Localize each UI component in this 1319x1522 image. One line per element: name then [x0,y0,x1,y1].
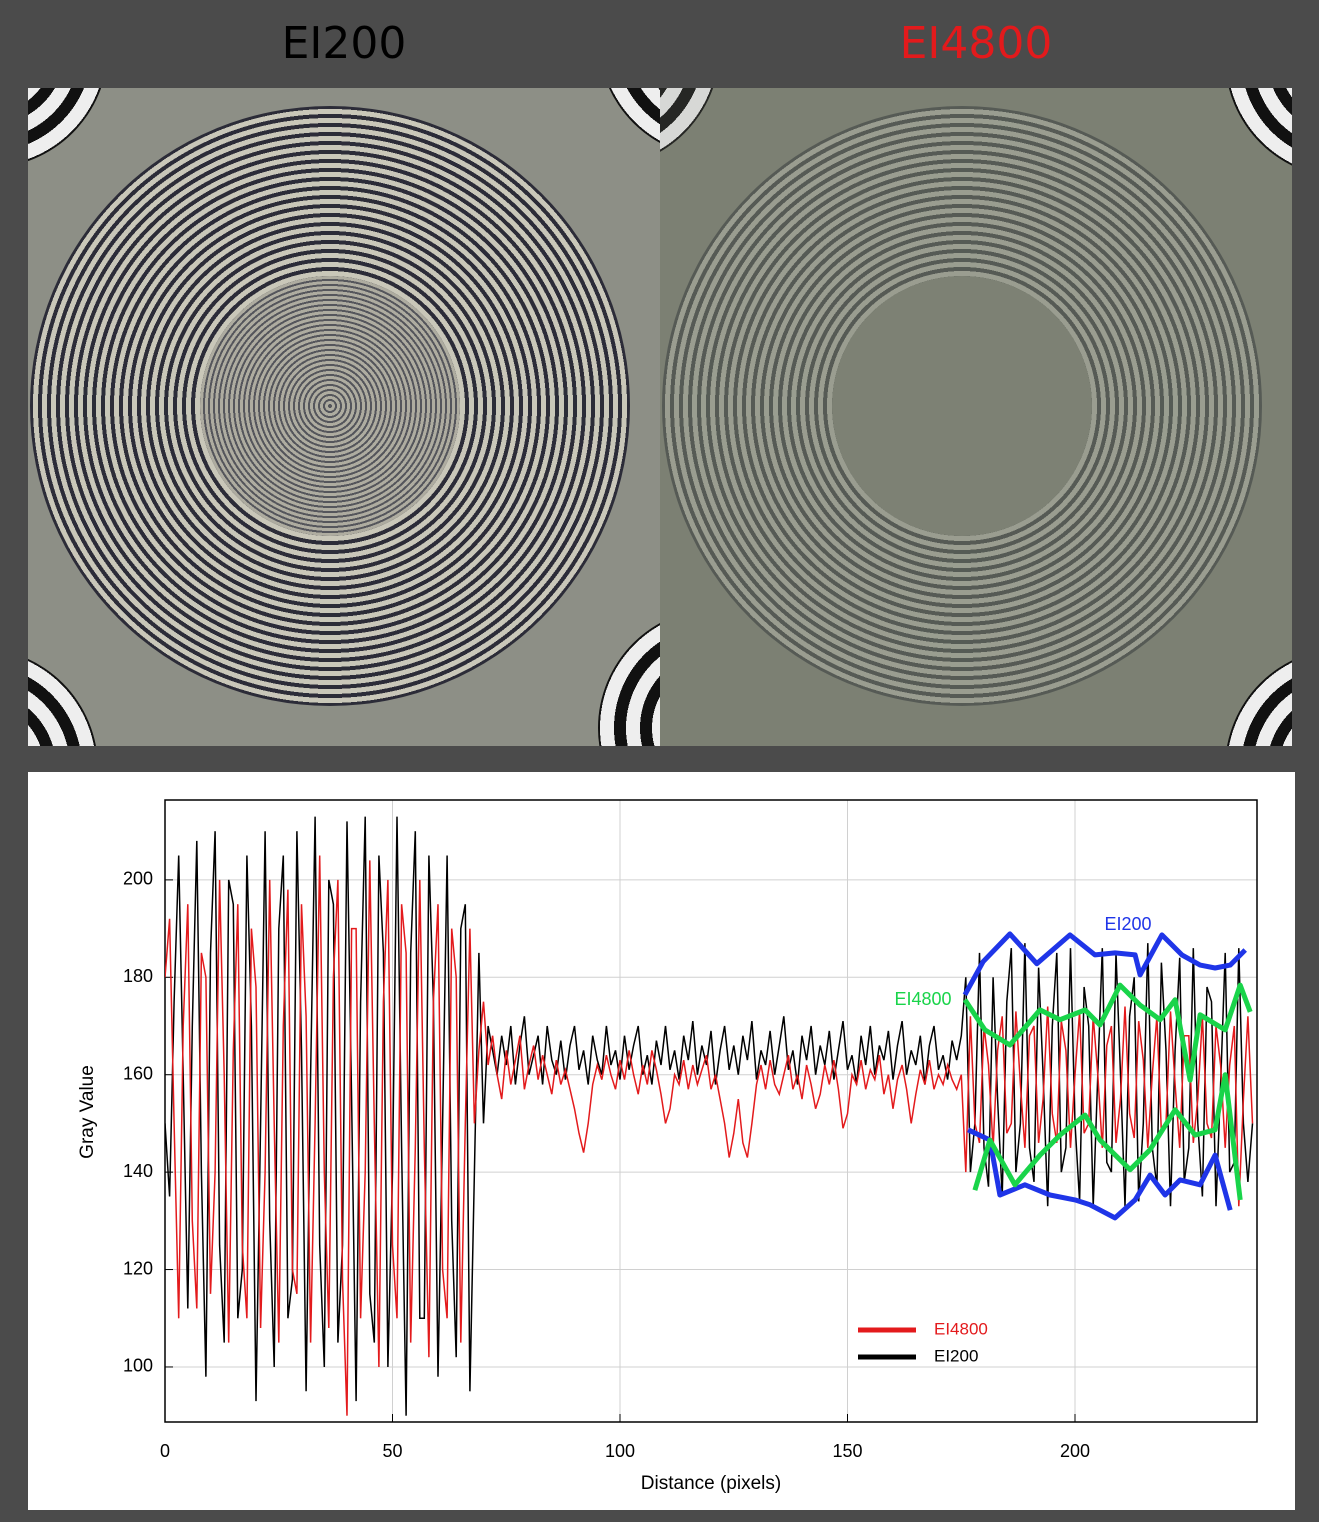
data-line [165,855,1254,1416]
x-tick-label: 150 [832,1441,862,1461]
image-el4800 [660,88,1292,746]
envelope-line [972,1072,1243,1201]
y-axis-label: Gray Value [77,1065,98,1159]
x-axis-label: Distance (pixels) [641,1473,781,1494]
y-tick-label: 100 [123,1356,153,1376]
x-tick-label: 100 [605,1441,635,1461]
y-tick-label: 180 [123,966,153,986]
legend-label: EI200 [934,1346,978,1365]
x-tick-label: 50 [382,1441,402,1461]
envelope-line [962,931,1247,997]
data-line [165,816,1254,1416]
x-tick-label: 200 [1060,1441,1090,1461]
panel-label: EI4800 [899,18,1053,69]
annotation: EI200 [1104,914,1151,934]
x-tick-label: 0 [160,1441,170,1461]
plot-frame [164,799,1258,1423]
legend-label: EI4800 [934,1319,988,1338]
y-tick-label: 140 [123,1161,153,1181]
envelope-line [967,1127,1233,1221]
panel-label: EI200 [281,18,407,69]
annotation: EI4800 [894,989,951,1009]
y-tick-label: 120 [123,1258,153,1278]
image-el200 [28,88,660,746]
y-tick-label: 160 [123,1063,153,1083]
y-tick-label: 200 [123,869,153,889]
envelope-line [962,982,1253,1083]
chart: Gray Value Distance (pixels) 100 120 140 16… [28,772,1295,1510]
